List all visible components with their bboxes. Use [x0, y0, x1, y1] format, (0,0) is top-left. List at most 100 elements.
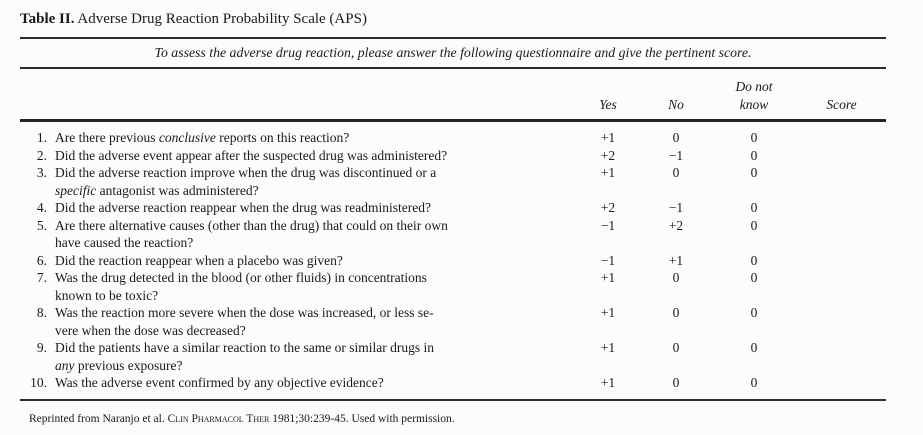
yes-value: +1 [600, 270, 616, 285]
do-not-know-value: 0 [750, 217, 758, 233]
question-number: 5. [36, 217, 47, 233]
do-not-know-value: 0 [750, 375, 758, 390]
no-value: −1 [668, 200, 684, 215]
yes-column-header: Yes [575, 69, 641, 122]
question-cell: 6. Did the reaction reappear when a place… [20, 252, 575, 270]
question-cell: 9. Did the patients have a similar reacti… [20, 339, 575, 374]
do-not-know-value: 0 [750, 130, 758, 145]
question-number: 2. [36, 147, 47, 163]
question-text: Was the reaction more severe when the do… [55, 305, 434, 338]
question-number: 1. [36, 130, 47, 145]
no-value: 0 [672, 305, 680, 320]
question-cell: 2. Did the adverse event appear after the… [20, 147, 575, 165]
question-number: 10. [30, 375, 47, 390]
question-text: Was the drug detected in the blood (or o… [55, 270, 427, 303]
yes-value: +1 [600, 340, 616, 355]
score-value [797, 269, 886, 304]
question-row: 4. Did the adverse reaction reappear when… [20, 199, 886, 217]
yes-value: −1 [600, 252, 616, 268]
no-value: 0 [672, 340, 680, 355]
aps-table: Yes No Do not know Score 1. Are there pre… [20, 69, 886, 401]
score-value [797, 304, 886, 339]
no-value: +1 [668, 252, 684, 268]
no-value: 0 [672, 375, 680, 390]
do-not-know-line2: know [739, 96, 769, 112]
yes-value: −1 [600, 217, 616, 233]
do-not-know-value: 0 [750, 147, 758, 163]
yes-value: +1 [600, 165, 616, 180]
aps-table-header: Yes No Do not know Score [20, 69, 886, 122]
table-title: Table II. Adverse Drug Reaction Probabil… [20, 9, 886, 29]
yes-value: +2 [600, 200, 616, 215]
question-text: Did the adverse reaction improve when th… [55, 165, 437, 198]
yes-value: +2 [600, 147, 616, 163]
question-cell: 3. Did the adverse reaction improve when … [20, 164, 575, 199]
no-value: 0 [672, 165, 680, 180]
question-row: 2. Did the adverse event appear after the… [20, 147, 886, 165]
do-not-know-line1: Do not [735, 79, 773, 94]
question-row: 7. Was the drug detected in the blood (or… [20, 269, 886, 304]
score-column-header: Score [797, 69, 886, 122]
table-title-text: Adverse Drug Reaction Probability Scale … [74, 11, 367, 27]
score-value [797, 199, 886, 217]
do-not-know-value: 0 [750, 252, 758, 268]
yes-value: +1 [600, 130, 616, 145]
score-value [797, 217, 886, 252]
question-cell: 7. Was the drug detected in the blood (or… [20, 269, 575, 304]
question-number: 6. [36, 252, 47, 268]
question-text: Was the adverse event confirmed by any o… [55, 375, 384, 390]
source-citation: Reprinted from Naranjo et al. Clin Pharm… [20, 412, 886, 426]
question-row: 6. Did the reaction reappear when a place… [20, 252, 886, 270]
question-number: 9. [36, 340, 47, 355]
yes-value: +1 [600, 375, 616, 390]
yes-value: +1 [600, 305, 616, 320]
question-number: 4. [36, 200, 47, 215]
score-value [797, 121, 886, 147]
no-value: −1 [668, 147, 684, 163]
question-text: Did the reaction reappear when a placebo… [55, 252, 343, 268]
do-not-know-value: 0 [750, 165, 758, 180]
citation-journal: Clin Pharmacol Ther [167, 412, 270, 425]
question-column-header [20, 69, 575, 122]
rule-below-instruction [20, 67, 886, 69]
question-row: 9. Did the patients have a similar reacti… [20, 339, 886, 374]
question-number: 7. [36, 270, 47, 285]
score-value [797, 164, 886, 199]
table-title-label: Table II. [20, 11, 75, 27]
rule-below-title [20, 37, 886, 39]
questions-tbody: 1. Are there previous conclusive reports … [20, 121, 886, 400]
no-value: +2 [668, 217, 684, 233]
question-number: 8. [36, 305, 47, 320]
question-cell: 4. Did the adverse reaction reappear when… [20, 199, 575, 217]
score-value [797, 252, 886, 270]
question-text: Are there alternative causes (other than… [55, 217, 448, 251]
question-row: 8. Was the reaction more severe when the … [20, 304, 886, 339]
score-value [797, 374, 886, 400]
question-text: Did the patients have a similar reaction… [55, 340, 435, 373]
question-row: 10. Was the adverse event confirmed by an… [20, 374, 886, 400]
question-row: 1. Are there previous conclusive reports … [20, 121, 886, 147]
no-value: 0 [672, 130, 680, 145]
citation-post: 1981;30:239-45. Used with permission. [269, 412, 455, 425]
question-row: 3. Did the adverse reaction improve when … [20, 164, 886, 199]
no-column-header: No [641, 69, 711, 122]
question-cell: 10. Was the adverse event confirmed by an… [20, 374, 575, 400]
question-text: Are there previous conclusive reports on… [55, 130, 350, 145]
question-cell: 8. Was the reaction more severe when the … [20, 304, 575, 339]
score-value [797, 147, 886, 165]
do-not-know-value: 0 [750, 200, 758, 215]
question-text: Did the adverse event appear after the s… [55, 147, 448, 163]
no-value: 0 [672, 270, 680, 285]
question-cell: 5. Are there alternative causes (other th… [20, 217, 575, 252]
question-text: Did the adverse reaction reappear when t… [55, 200, 431, 215]
question-cell: 1. Are there previous conclusive reports … [20, 121, 575, 147]
do-not-know-value: 0 [750, 270, 758, 285]
score-value [797, 339, 886, 374]
do-not-know-value: 0 [750, 340, 758, 355]
question-number: 3. [36, 165, 47, 180]
do-not-know-value: 0 [750, 305, 758, 320]
do-not-know-column-header: Do not know [711, 69, 797, 122]
table-instruction: To assess the adverse drug reaction, ple… [154, 45, 752, 60]
question-row: 5. Are there alternative causes (other th… [20, 217, 886, 252]
